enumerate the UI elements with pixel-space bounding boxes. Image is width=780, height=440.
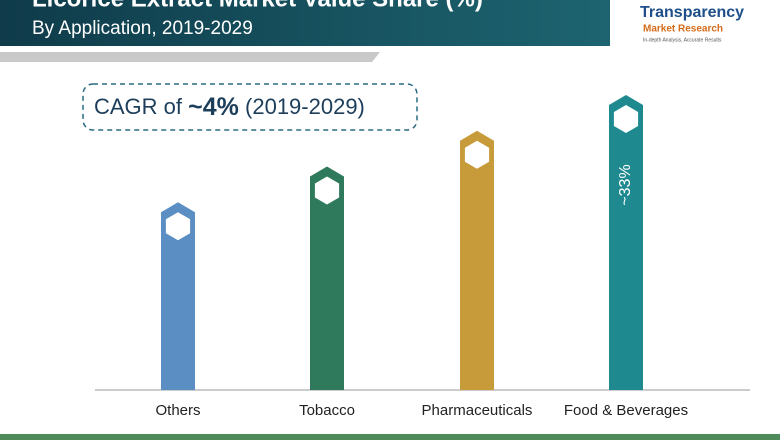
x-tick-label: Pharmaceuticals <box>422 402 533 419</box>
bar-hexagon <box>464 140 490 169</box>
cagr-value: ~4% <box>188 93 239 121</box>
chart-subtitle: By Application, 2019-2029 <box>32 18 253 39</box>
x-tick-label: Tobacco <box>299 402 355 419</box>
cagr-period: (2019-2029) <box>245 94 365 119</box>
bar-hexagon <box>165 212 191 241</box>
bar-hexagon <box>613 105 639 133</box>
header-stripe <box>0 52 380 62</box>
header-band <box>0 0 610 46</box>
cagr-prefix: CAGR of <box>94 94 183 119</box>
bar-hexagon <box>314 176 340 205</box>
logo-tagline: In-depth Analysis, Accurate Results <box>643 37 722 43</box>
chart-title: Licorice Extract Market Value Share (%) <box>32 0 483 12</box>
value-label: ~33% <box>617 164 634 205</box>
x-tick-label: Others <box>155 402 200 419</box>
x-tick-label: Food & Beverages <box>564 402 688 419</box>
bar <box>310 166 344 390</box>
bar <box>161 202 195 390</box>
logo-name2: Market Research <box>643 24 723 35</box>
bar <box>609 95 643 390</box>
logo-name: Transparency <box>640 4 744 21</box>
cagr-box <box>82 83 418 131</box>
footer-band <box>0 434 780 440</box>
cagr-text: CAGR of ~4% (2019-2029) <box>94 93 365 121</box>
bar <box>460 130 494 390</box>
